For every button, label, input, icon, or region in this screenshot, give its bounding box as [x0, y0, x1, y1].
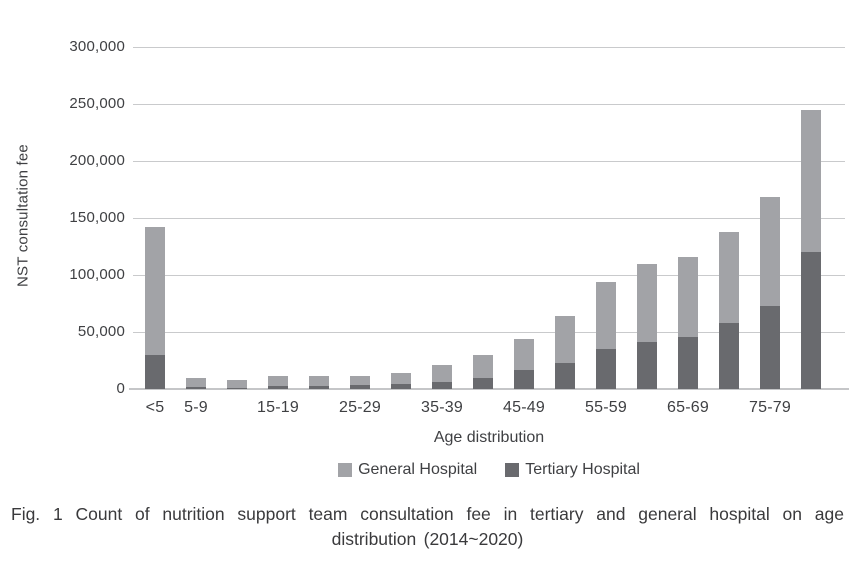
bar-segment-tertiary	[186, 387, 206, 389]
bar-segment-general	[760, 197, 780, 306]
bar-segment-general	[227, 379, 247, 388]
x-tick-label-75-79: 75-79	[749, 399, 791, 416]
bar-30-34	[391, 373, 411, 389]
plot-area: <5 5-9 15-19 25-29 35-39 45-49 55-59 65-69 75-79	[129, 46, 849, 416]
bar-segment-general	[350, 375, 370, 385]
gridline-150000	[133, 217, 845, 219]
bar-segment-tertiary	[514, 370, 534, 389]
x-tick-label-65-69: 65-69	[667, 399, 709, 416]
bar-segment-general	[186, 377, 206, 388]
bar-segment-tertiary	[227, 387, 247, 389]
gridline-50000	[133, 331, 845, 333]
bar-55-59	[596, 281, 616, 389]
gridline-300000	[133, 46, 845, 48]
legend-swatch-icon	[338, 463, 353, 477]
bar-segment-tertiary	[432, 381, 452, 389]
bar-20-24	[309, 376, 329, 389]
figure-caption: Fig. 1 Count of nutrition support team c…	[11, 504, 844, 549]
bar-segment-general	[514, 338, 534, 371]
bar-segment-tertiary	[596, 349, 616, 389]
bar-segment-tertiary	[637, 342, 657, 389]
bar-segment-tertiary	[760, 305, 780, 389]
bar-segment-general	[637, 263, 657, 343]
x-tick-label-25-29: 25-29	[339, 399, 381, 416]
bar-segment-general	[596, 281, 616, 350]
x-axis-title: Age distribution	[433, 429, 545, 446]
x-tick-label-<5: <5	[145, 399, 165, 416]
legend: General Hospital Tertiary Hospital	[133, 461, 845, 479]
bar-65-69	[678, 256, 698, 389]
bar-segment-tertiary	[801, 252, 821, 389]
bar-segment-general	[678, 256, 698, 338]
legend-item: General Hospital	[338, 461, 477, 479]
bar-segment-tertiary	[350, 385, 370, 389]
gridline-200000	[133, 160, 845, 162]
bar-segment-tertiary	[473, 378, 493, 389]
y-tick-label: 250,000	[69, 95, 125, 112]
y-tick-label: 50,000	[77, 323, 125, 340]
y-axis-title: NST consultation fee	[14, 144, 32, 287]
y-tick-label: 200,000	[69, 152, 125, 169]
bar-segment-general	[268, 376, 288, 386]
bar-segment-general	[145, 227, 165, 355]
x-axis-line	[129, 388, 849, 390]
y-tick-label: 300,000	[69, 38, 125, 55]
x-tick-label-15-19: 15-19	[257, 399, 299, 416]
bar-40-44	[473, 355, 493, 389]
x-tick-label-35-39: 35-39	[421, 399, 463, 416]
y-tick-label: 100,000	[69, 266, 125, 283]
x-tick-label-45-49: 45-49	[503, 399, 545, 416]
legend-item: Tertiary Hospital	[505, 461, 640, 479]
bar-segment-general	[309, 376, 329, 386]
gridline-250000	[133, 103, 845, 105]
x-tick-label-55-59: 55-59	[585, 399, 627, 416]
bar-70-74	[719, 231, 739, 389]
bar-segment-tertiary	[268, 385, 288, 389]
bar-35-39	[432, 364, 452, 389]
bar-<5	[145, 227, 165, 389]
bar-segment-general	[719, 231, 739, 323]
bar-50-54	[555, 316, 575, 389]
bar-segment-tertiary	[555, 362, 575, 389]
bar-60-64	[637, 263, 657, 389]
bar-segment-general	[432, 364, 452, 382]
x-tick-label-5-9: 5-9	[184, 399, 208, 416]
bar-10-14	[227, 379, 247, 389]
bar-45-49	[514, 338, 534, 389]
bar-segment-general	[391, 373, 411, 385]
bar-segment-general	[801, 109, 821, 253]
bar-segment-general	[473, 355, 493, 379]
y-tick-label: 150,000	[69, 209, 125, 226]
bar-80+	[801, 109, 821, 389]
bar-segment-tertiary	[145, 354, 165, 389]
bar-5-9	[186, 377, 206, 389]
legend-label: Tertiary Hospital	[525, 461, 640, 478]
bar-25-29	[350, 375, 370, 389]
bar-segment-tertiary	[678, 337, 698, 389]
legend-label: General Hospital	[358, 461, 478, 478]
gridline-100000	[133, 274, 845, 276]
bar-75-79	[760, 197, 780, 389]
bar-segment-tertiary	[391, 384, 411, 389]
bar-15-19	[268, 376, 288, 389]
bar-segment-general	[555, 316, 575, 363]
legend-swatch-icon	[505, 463, 520, 477]
bar-segment-tertiary	[719, 322, 739, 389]
y-tick-label: 0	[116, 380, 125, 397]
bar-segment-tertiary	[309, 385, 329, 389]
